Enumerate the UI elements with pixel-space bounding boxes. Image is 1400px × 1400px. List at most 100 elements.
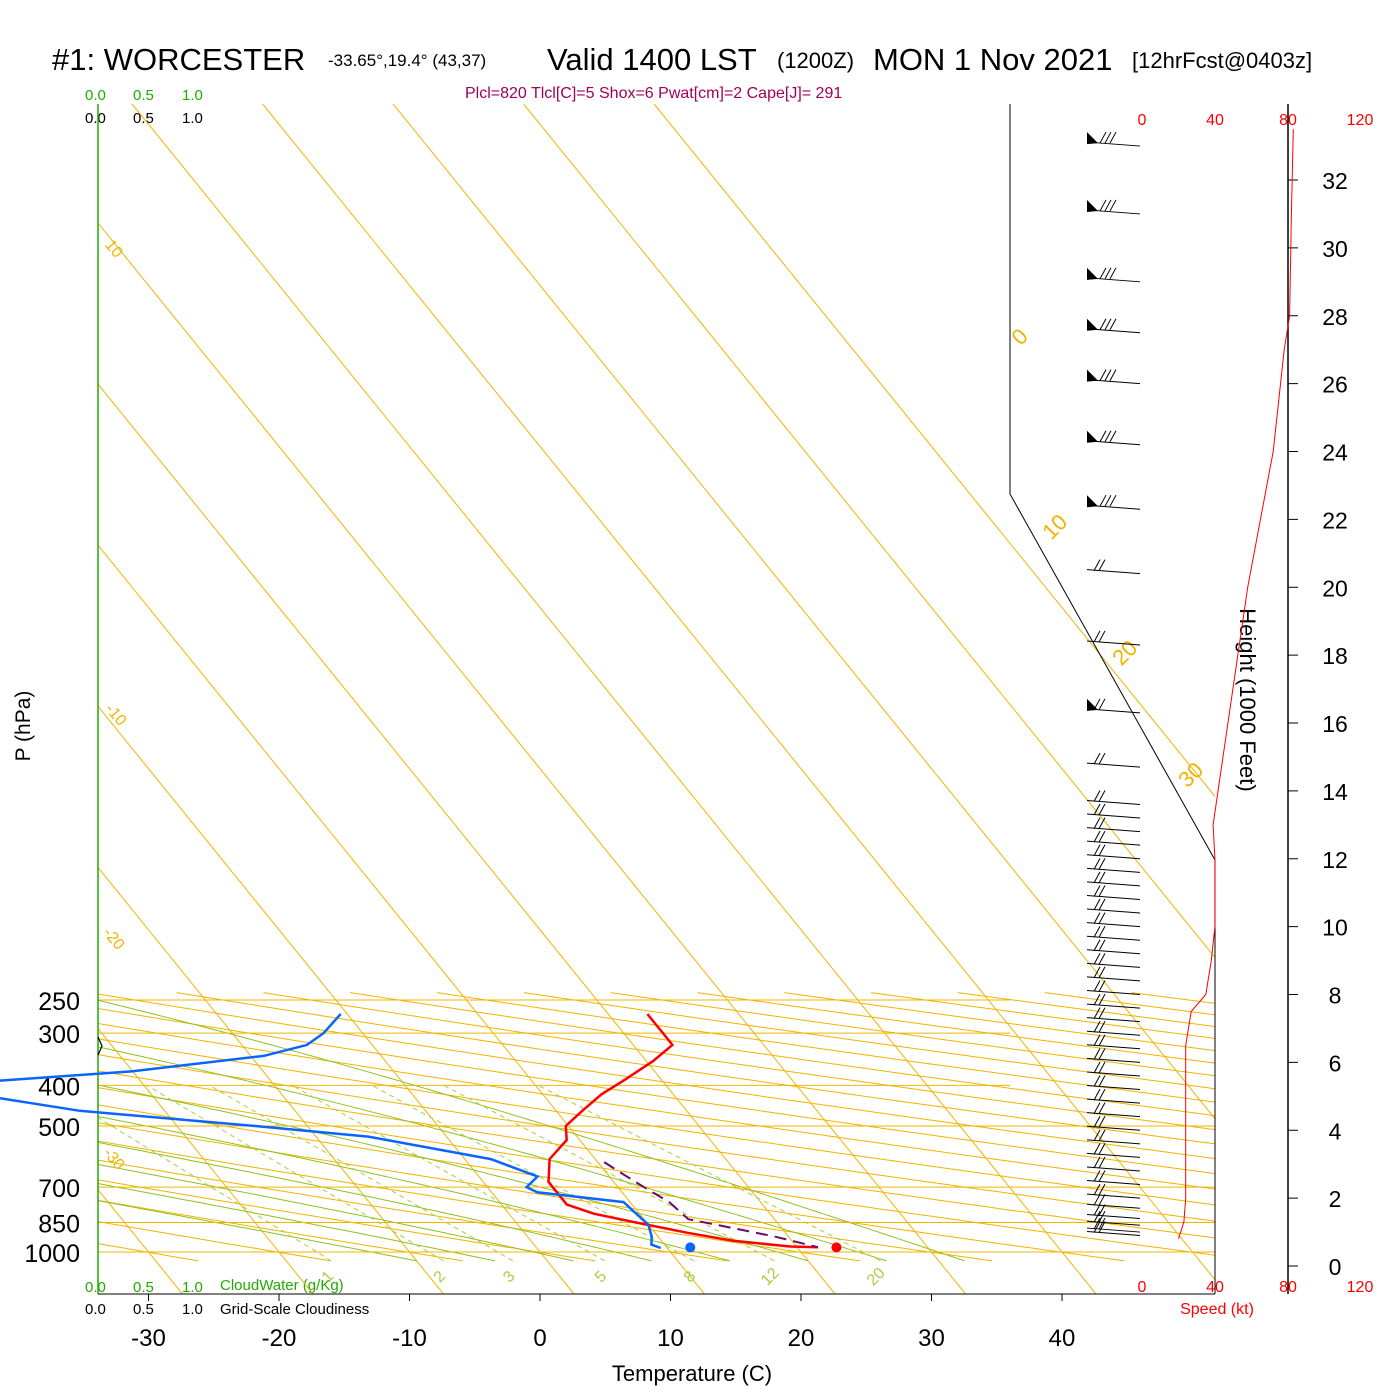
isotherm-line <box>98 1027 314 1294</box>
temperature-tick-label: 0 <box>533 1325 546 1352</box>
wind-barb <box>1086 318 1141 334</box>
wind-barb-feather <box>1093 830 1101 843</box>
isotherm-line <box>392 104 1215 1120</box>
height-tick-label: 6 <box>1329 1050 1342 1076</box>
wind-barb-feather <box>1093 1034 1101 1047</box>
dry-adiabat-line <box>98 1221 331 1262</box>
wind-barb <box>1086 830 1141 846</box>
wind-barb-feather <box>1093 698 1101 711</box>
cloudiness-tick: 1.0 <box>182 1301 203 1318</box>
speed-scale-bottom: 0 40 80 120 Speed (kt) <box>1138 1279 1374 1318</box>
wind-barb-pennant <box>1087 495 1098 508</box>
wind-barb-feather <box>1093 966 1101 979</box>
wind-barb-feather <box>1093 1170 1101 1182</box>
wind-barb-feather <box>1093 1217 1101 1230</box>
isotherm-line <box>98 866 444 1294</box>
wind-barb-feather <box>1098 752 1106 765</box>
wind-barb-feather <box>1098 858 1106 870</box>
wind-barb-staff <box>1086 1152 1141 1158</box>
wind-barb-feather <box>1098 817 1106 829</box>
speed-tick: 0 <box>1138 1279 1147 1296</box>
wind-barb-feather <box>1109 131 1117 144</box>
wind-barb-feather <box>1093 630 1101 643</box>
wind-barb-feather <box>1098 630 1106 643</box>
title-station: #1: WORCESTER <box>52 42 305 77</box>
wind-barb-pennant <box>1087 132 1098 145</box>
wind-barb-feather <box>1093 898 1101 911</box>
moist-adiabat-line <box>98 1046 887 1262</box>
isotherm-label: 30 <box>1173 757 1208 792</box>
isotherm-line <box>98 544 705 1294</box>
wind-barb-staff <box>1086 569 1141 575</box>
mixing-ratio-line <box>538 1084 881 1262</box>
dry-adiabat-line <box>98 1007 1215 1175</box>
wind-barb-feather <box>1104 199 1112 212</box>
isotherm-label: -10 <box>102 701 130 730</box>
wind-barb-feather <box>1093 817 1101 829</box>
wind-barb <box>1086 1221 1141 1236</box>
wind-barb-staff <box>1086 1098 1141 1104</box>
height-tick-label: 8 <box>1329 983 1342 1009</box>
dewpoint-line <box>0 1013 662 1250</box>
wind-barb <box>1086 369 1141 385</box>
surface-dewpoint-marker <box>685 1242 696 1253</box>
wind-barb <box>1086 1075 1141 1091</box>
wind-barb-feather <box>1098 830 1106 843</box>
wind-barb <box>1086 898 1141 914</box>
wind-barb-staff <box>1086 990 1141 995</box>
wind-barb-feather <box>1093 1048 1101 1060</box>
wind-barb-feather <box>1098 912 1106 924</box>
isotherm-line <box>98 705 575 1294</box>
cloud-water-label: CloudWater (g/Kg) <box>220 1277 344 1294</box>
surface-temperature-marker <box>831 1242 842 1253</box>
wind-barb <box>1086 1034 1141 1050</box>
wind-barb-staff <box>1086 1193 1141 1199</box>
wind-barb-feather <box>1093 1129 1101 1142</box>
wind-barb <box>1086 1007 1141 1023</box>
wind-barb-feather <box>1099 199 1107 212</box>
dry-adiabat-line <box>350 992 1215 1117</box>
mixing-ratio-line <box>146 1085 444 1262</box>
wind-barb-feather <box>1099 369 1107 381</box>
wind-barb-feather <box>1093 885 1101 897</box>
mixing-ratio-line <box>292 1085 606 1262</box>
temperature-line <box>547 1013 819 1249</box>
wind-barb <box>1086 1211 1141 1226</box>
wind-barb <box>1086 925 1141 941</box>
wind-barb-feather <box>1093 939 1101 952</box>
pressure-tick-label: 250 <box>38 988 80 1016</box>
wind-barb-staff <box>1086 827 1141 833</box>
wind-barb-feather <box>1093 925 1101 938</box>
dry-adiabat-line <box>98 1140 860 1262</box>
cloud-water-tick: 0.0 <box>85 1279 106 1296</box>
wind-barb-staff <box>1086 976 1141 982</box>
wind-barb-feather <box>1098 1143 1106 1155</box>
wind-barb-feather <box>1099 267 1107 280</box>
wind-barb-feather <box>1098 925 1106 938</box>
wind-barb-feather <box>1098 1116 1106 1128</box>
wind-barb-feather <box>1093 1194 1101 1206</box>
wind-barb <box>1086 1170 1141 1186</box>
mixing-ratio-label: 3 <box>500 1268 518 1286</box>
wind-barb-feather <box>1104 267 1112 280</box>
wind-barb-staff <box>1086 1085 1141 1091</box>
wind-barb-feather <box>1098 1007 1106 1019</box>
isotherm-label: -20 <box>100 925 128 954</box>
wind-barb-feather <box>1093 871 1101 884</box>
wind-barb <box>1086 1194 1141 1209</box>
height-tick-label: 12 <box>1322 847 1348 873</box>
isotherm-line <box>523 104 1215 959</box>
temperature-tick-label: -20 <box>262 1325 297 1352</box>
wind-barb-feather <box>1093 980 1101 992</box>
wind-barb-pennant <box>1087 318 1098 331</box>
title-valid: Valid 1400 LST <box>547 42 757 77</box>
wind-barb-feather <box>1093 1204 1101 1216</box>
wind-barb-staff <box>1086 922 1141 928</box>
cloud-water-tick: 1.0 <box>182 87 203 104</box>
wind-barb-feather <box>1093 559 1101 571</box>
background-grid <box>98 104 1215 1294</box>
pressure-tick-label: 1000 <box>24 1240 80 1268</box>
speed-tick: 120 <box>1347 1279 1374 1296</box>
